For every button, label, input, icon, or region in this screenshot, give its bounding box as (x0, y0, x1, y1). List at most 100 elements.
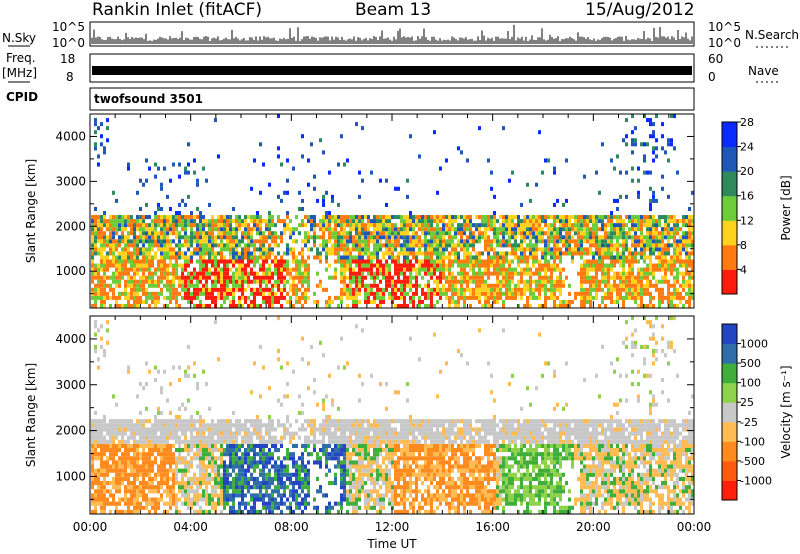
power-echo-cell (298, 223, 301, 228)
power-echo-cell (151, 231, 154, 236)
power-echo-cell (535, 215, 538, 220)
velocity-echo-cell (133, 501, 136, 506)
velocity-echo-cell (190, 448, 193, 453)
power-echo-cell (655, 154, 658, 159)
velocity-echo-cell (172, 419, 175, 424)
power-echo-cell (370, 271, 373, 276)
power-echo-cell (187, 291, 190, 296)
power-echo-cell (202, 243, 205, 248)
power-echo-cell (478, 291, 481, 296)
velocity-echo-cell (97, 427, 100, 432)
velocity-echo-cell (124, 419, 127, 424)
power-echo-cell (640, 283, 643, 288)
power-echo-cell (421, 267, 424, 272)
power-echo-cell (175, 255, 178, 260)
power-echo-cell (574, 231, 577, 236)
power-echo-cell (544, 283, 547, 288)
velocity-echo-cell (187, 481, 190, 486)
power-echo-cell (625, 255, 628, 260)
power-echo-cell (610, 158, 613, 163)
power-echo-cell (178, 247, 181, 252)
power-echo-cell (358, 283, 361, 288)
power-echo-cell (133, 283, 136, 288)
power-echo-cell (403, 239, 406, 244)
power-echo-cell (250, 231, 253, 236)
power-echo-cell (118, 291, 121, 296)
power-echo-cell (157, 263, 160, 268)
power-echo-cell (304, 239, 307, 244)
power-echo-cell (391, 295, 394, 300)
velocity-echo-cell (124, 472, 127, 477)
power-echo-cell (523, 231, 526, 236)
power-echo-cell (469, 259, 472, 264)
power-echo-cell (97, 295, 100, 300)
velocity-echo-cell (181, 431, 184, 436)
power-echo-cell (127, 279, 130, 284)
power-echo-cell (481, 283, 484, 288)
velocity-echo-cell (148, 460, 151, 465)
power-echo-cell (331, 243, 334, 248)
velocity-echo-cell (127, 489, 130, 494)
power-echo-cell (169, 223, 172, 228)
power-echo-cell (367, 235, 370, 240)
velocity-echo-cell (154, 427, 157, 432)
power-echo-cell (298, 271, 301, 276)
power-echo-cell (217, 215, 220, 220)
power-echo-cell (223, 287, 226, 292)
power-echo-cell (625, 247, 628, 252)
power-echo-cell (370, 219, 373, 224)
power-echo-cell (172, 287, 175, 292)
velocity-echo-cell (205, 448, 208, 453)
power-echo-cell (118, 303, 121, 308)
power-echo-cell (397, 215, 400, 220)
power-echo-cell (100, 219, 103, 224)
power-echo-cell (655, 235, 658, 240)
power-echo-cell (493, 223, 496, 228)
power-echo-cell (376, 267, 379, 272)
power-echo-cell (688, 291, 691, 296)
power-echo-cell (589, 251, 592, 256)
power-echo-cell (607, 271, 610, 276)
power-echo-cell (523, 219, 526, 224)
velocity-echo-cell (142, 485, 145, 490)
power-echo-cell (652, 295, 655, 300)
power-echo-cell (103, 255, 106, 260)
power-echo-cell (544, 243, 547, 248)
power-echo-cell (154, 174, 157, 179)
velocity-echo-cell (181, 419, 184, 424)
power-echo-cell (100, 283, 103, 288)
power-echo-cell (127, 215, 130, 220)
power-echo-cell (136, 239, 139, 244)
velocity-echo-cell (175, 468, 178, 473)
velocity-echo-cell (91, 476, 94, 481)
power-echo-cell (286, 267, 289, 272)
power-echo-cell (502, 259, 505, 264)
power-echo-cell (244, 295, 247, 300)
power-echo-cell (136, 247, 139, 252)
power-echo-cell (559, 215, 562, 220)
power-echo-cell (196, 178, 199, 183)
power-echo-cell (607, 235, 610, 240)
velocity-echo-cell (151, 443, 154, 448)
velocity-echo-cell (154, 439, 157, 444)
power-echo-cell (601, 243, 604, 248)
power-echo-cell (541, 235, 544, 240)
power-echo-cell (118, 259, 121, 264)
power-echo-cell (658, 263, 661, 268)
velocity-echo-cell (181, 427, 184, 432)
power-echo-cell (229, 303, 232, 308)
power-echo-cell (688, 227, 691, 232)
power-echo-cell (334, 215, 337, 220)
power-echo-cell (334, 247, 337, 252)
power-echo-cell (217, 279, 220, 284)
power-echo-cell (400, 263, 403, 268)
velocity-echo-cell (112, 452, 115, 457)
power-echo-cell (574, 251, 577, 256)
power-echo-cell (226, 291, 229, 296)
power-echo-cell (592, 243, 595, 248)
power-echo-cell (151, 239, 154, 244)
power-echo-cell (193, 239, 196, 244)
power-echo-cell (487, 291, 490, 296)
power-echo-cell (289, 267, 292, 272)
